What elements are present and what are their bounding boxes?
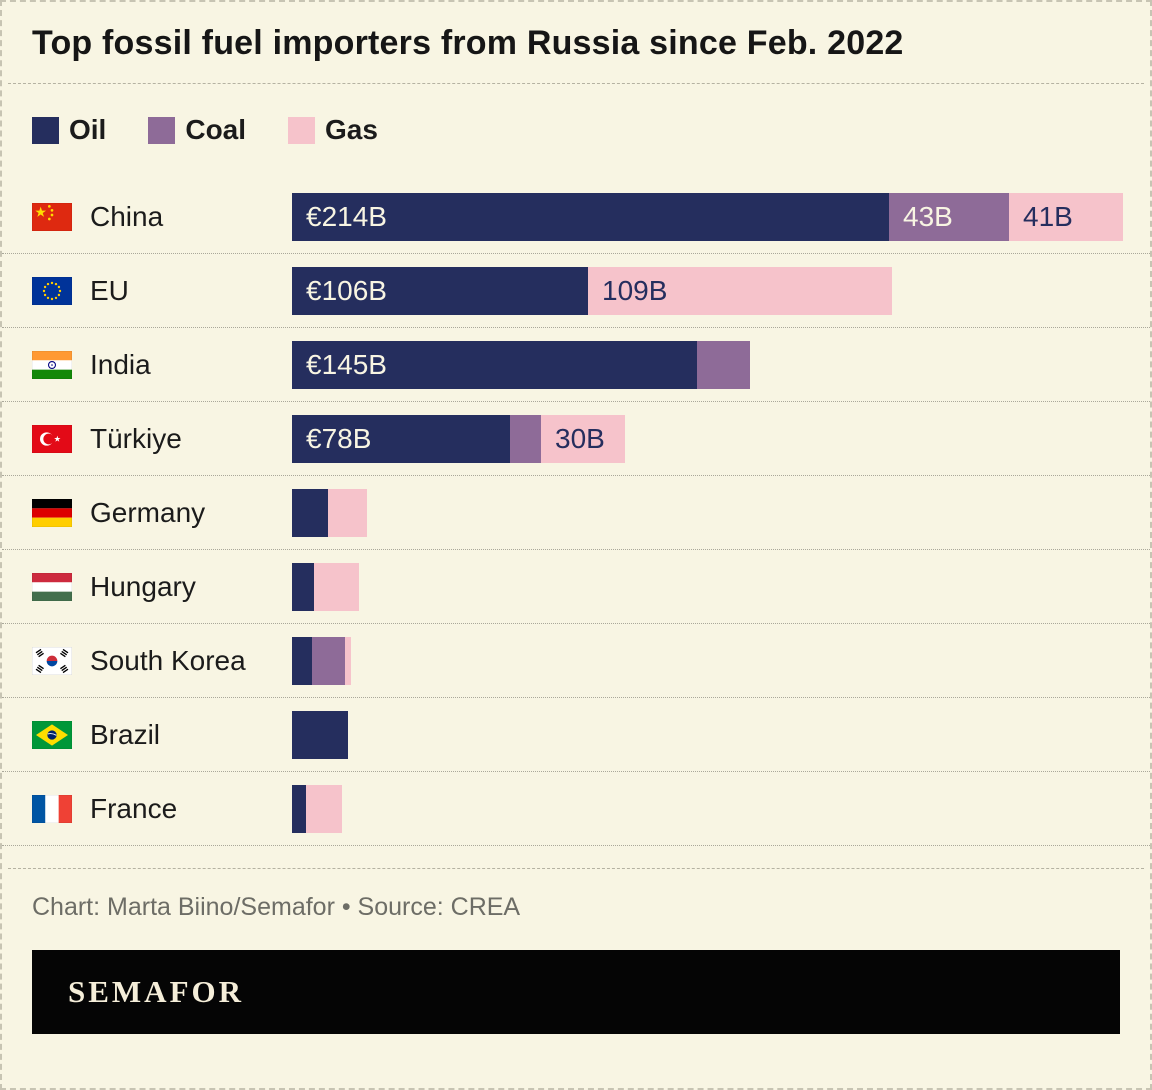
france-oil-segment bbox=[292, 784, 306, 833]
china-flag-icon bbox=[32, 202, 72, 231]
country-cell: China bbox=[32, 201, 292, 233]
brazil-oil-segment bbox=[292, 710, 348, 759]
germany-gas-segment bbox=[328, 488, 367, 537]
eu-oil-value-label: €106B bbox=[306, 274, 387, 306]
legend-label-gas: Gas bbox=[325, 114, 378, 145]
legend-label-coal: Coal bbox=[185, 114, 247, 145]
germany-flag-icon bbox=[32, 498, 72, 527]
china-oil-segment: €214B bbox=[292, 192, 889, 241]
türkiye-oil-value-label: €78B bbox=[306, 422, 372, 454]
country-cell: India bbox=[32, 349, 292, 381]
country-label: France bbox=[90, 792, 178, 824]
eu-gas-segment: 109B bbox=[588, 266, 892, 315]
legend-label-oil: Oil bbox=[69, 114, 107, 145]
country-cell: EU bbox=[32, 275, 292, 307]
india-coal-segment bbox=[697, 340, 750, 389]
gas-swatch-icon bbox=[288, 116, 316, 144]
eu-bar: €106B 109B bbox=[292, 266, 892, 315]
türkiye-coal-segment bbox=[510, 414, 541, 463]
chart-row-india: India €145B bbox=[2, 328, 1150, 402]
header-divider bbox=[8, 83, 1144, 84]
chart-row-south-korea: South Korea bbox=[2, 624, 1150, 698]
south-korea-bar bbox=[292, 636, 351, 685]
hungary-bar bbox=[292, 562, 359, 611]
south-korea-coal-segment bbox=[312, 636, 345, 685]
china-oil-value-label: €214B bbox=[306, 200, 387, 232]
turkiye-flag-icon bbox=[32, 424, 72, 453]
chart-row-hungary: Hungary bbox=[2, 550, 1150, 624]
bar-chart: China €214B 43B 41B EU bbox=[2, 180, 1150, 846]
chart-header: Top fossil fuel importers from Russia si… bbox=[2, 2, 1150, 83]
china-bar: €214B 43B 41B bbox=[292, 192, 1123, 241]
eu-gas-value-label: 109B bbox=[602, 274, 668, 306]
hungary-oil-segment bbox=[292, 562, 314, 611]
hungary-gas-segment bbox=[314, 562, 359, 611]
country-label: Türkiye bbox=[90, 422, 182, 454]
country-cell: Hungary bbox=[32, 571, 292, 603]
hungary-flag-icon bbox=[32, 572, 72, 601]
country-label: Brazil bbox=[90, 718, 161, 750]
brazil-bar bbox=[292, 710, 348, 759]
legend-item-coal: Coal bbox=[148, 114, 246, 146]
country-label: Hungary bbox=[90, 570, 196, 602]
legend-item-gas: Gas bbox=[288, 114, 378, 146]
country-label: China bbox=[90, 200, 164, 232]
turkiye-bar: €78B 30B bbox=[292, 414, 625, 463]
china-coal-segment: 43B bbox=[889, 192, 1009, 241]
chart-row-brazil: Brazil bbox=[2, 698, 1150, 772]
germany-bar bbox=[292, 488, 367, 537]
india-oil-segment: €145B bbox=[292, 340, 697, 389]
india-flag-icon bbox=[32, 350, 72, 379]
footer-divider bbox=[8, 868, 1144, 869]
chart-row-france: France bbox=[2, 772, 1150, 846]
country-label: South Korea bbox=[90, 644, 246, 676]
chart-row-germany: Germany bbox=[2, 476, 1150, 550]
eu-flag-icon bbox=[32, 276, 72, 305]
france-bar bbox=[292, 784, 342, 833]
germany-oil-segment bbox=[292, 488, 328, 537]
south-korea-oil-segment bbox=[292, 636, 312, 685]
country-label: Germany bbox=[90, 496, 206, 528]
france-flag-icon bbox=[32, 794, 72, 823]
oil-swatch-icon bbox=[32, 116, 59, 144]
south-korea-gas-segment bbox=[345, 636, 351, 685]
country-cell: South Korea bbox=[32, 645, 292, 677]
country-cell: France bbox=[32, 793, 292, 825]
country-label: India bbox=[90, 348, 151, 380]
china-gas-value-label: 41B bbox=[1023, 200, 1073, 232]
country-label: EU bbox=[90, 274, 129, 306]
france-gas-segment bbox=[306, 784, 342, 833]
chart-legend: Oil Coal Gas bbox=[32, 114, 1120, 146]
semafor-wordmark: SEMAFOR bbox=[68, 974, 244, 1009]
brazil-flag-icon bbox=[32, 720, 72, 749]
chart-row-eu: EU €106B 109B bbox=[2, 254, 1150, 328]
türkiye-gas-value-label: 30B bbox=[555, 422, 605, 454]
semafor-logo-bar: SEMAFOR bbox=[32, 950, 1120, 1034]
china-gas-segment: 41B bbox=[1009, 192, 1123, 241]
south-korea-flag-icon bbox=[32, 646, 72, 675]
india-bar: €145B bbox=[292, 340, 750, 389]
chart-row-turkiye: Türkiye €78B 30B bbox=[2, 402, 1150, 476]
country-cell: Türkiye bbox=[32, 423, 292, 455]
china-coal-value-label: 43B bbox=[903, 200, 953, 232]
coal-swatch-icon bbox=[148, 116, 176, 144]
chart-title: Top fossil fuel importers from Russia si… bbox=[32, 24, 904, 62]
country-cell: Brazil bbox=[32, 719, 292, 751]
chart-row-china: China €214B 43B 41B bbox=[2, 180, 1150, 254]
eu-oil-segment: €106B bbox=[292, 266, 588, 315]
india-oil-value-label: €145B bbox=[306, 348, 387, 380]
türkiye-gas-segment: 30B bbox=[541, 414, 625, 463]
credit-line: Chart: Marta Biino/Semafor • Source: CRE… bbox=[32, 893, 521, 921]
türkiye-oil-segment: €78B bbox=[292, 414, 510, 463]
legend-item-oil: Oil bbox=[32, 114, 106, 146]
country-cell: Germany bbox=[32, 497, 292, 529]
